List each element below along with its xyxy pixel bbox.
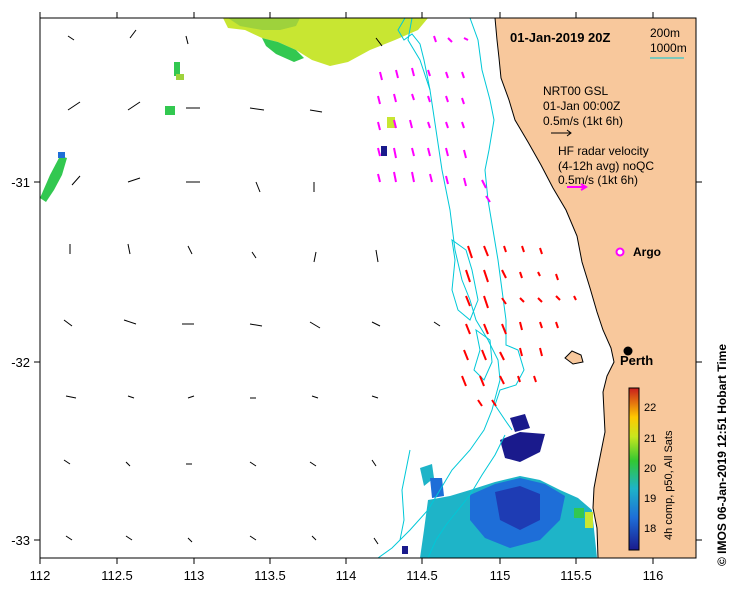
x-tick-label: 113.5 [254, 568, 286, 583]
x-tick-label: 115.5 [560, 568, 592, 583]
colorbar-label: 4h comp, p50, All Sats [663, 430, 675, 540]
x-tick-label: 113 [184, 568, 205, 583]
city-marker: Perth [620, 346, 653, 368]
model-vectors [63, 29, 441, 545]
radar-legend-line: HF radar velocity [558, 144, 649, 158]
map-title: 01-Jan-2019 20Z [510, 30, 611, 45]
depth-legend-label: 1000m [650, 41, 687, 55]
colorbar-tick: 18 [644, 523, 656, 535]
isobath-contours [377, 18, 525, 558]
x-tick-label: 114 [336, 568, 357, 583]
argo-marker: Argo [615, 245, 661, 259]
model-legend-line: 0.5m/s (1kt 6h) [543, 114, 623, 128]
island [564, 350, 584, 365]
colorbar-tick: 19 [644, 493, 656, 505]
argo-label: Argo [633, 245, 661, 259]
axis-ticks [34, 12, 702, 564]
y-tick-label: -33 [11, 533, 30, 548]
x-tick-label: 112 [30, 568, 51, 583]
sst-patches [40, 18, 597, 558]
x-tick-label: 116 [643, 568, 664, 583]
y-axis-labels: -31 -32 -33 [11, 175, 30, 548]
colorbar: 18 19 20 21 22 4h comp, p50, All Sats [628, 387, 675, 551]
x-axis-labels: 112 112.5 113 113.5 114 114.5 115 115.5 … [30, 568, 664, 583]
radar-legend-line: (4-12h avg) noQC [558, 159, 654, 173]
footer-credit: © IMOS 06-Jan-2019 12:51 Hobart Time [715, 344, 729, 566]
land-mass [494, 18, 696, 558]
colorbar-tick: 20 [644, 463, 656, 475]
x-tick-label: 115 [490, 568, 511, 583]
radar-legend: HF radar velocity (4-12h avg) noQC 0.5m/… [558, 144, 654, 191]
radar-vectors-north [377, 35, 491, 203]
model-legend: NRT00 GSL 01-Jan 00:00Z 0.5m/s (1kt 6h) [543, 84, 623, 137]
city-label: Perth [620, 353, 653, 368]
y-tick-label: -32 [11, 355, 30, 370]
depth-legend-label: 200m [650, 26, 680, 40]
model-legend-line: 01-Jan 00:00Z [543, 99, 620, 113]
radar-legend-line: 0.5m/s (1kt 6h) [558, 173, 638, 187]
radar-vectors-south [461, 245, 577, 407]
model-legend-line: NRT00 GSL [543, 84, 608, 98]
x-tick-label: 114.5 [406, 568, 438, 583]
depth-legend: 200m 1000m [650, 26, 687, 59]
argo-float-icon [615, 247, 625, 257]
city-dot-icon [623, 346, 633, 356]
colorbar-tick: 21 [644, 433, 656, 445]
colorbar-tick: 22 [644, 402, 656, 414]
x-tick-label: 112.5 [101, 568, 133, 583]
y-tick-label: -31 [11, 175, 30, 190]
